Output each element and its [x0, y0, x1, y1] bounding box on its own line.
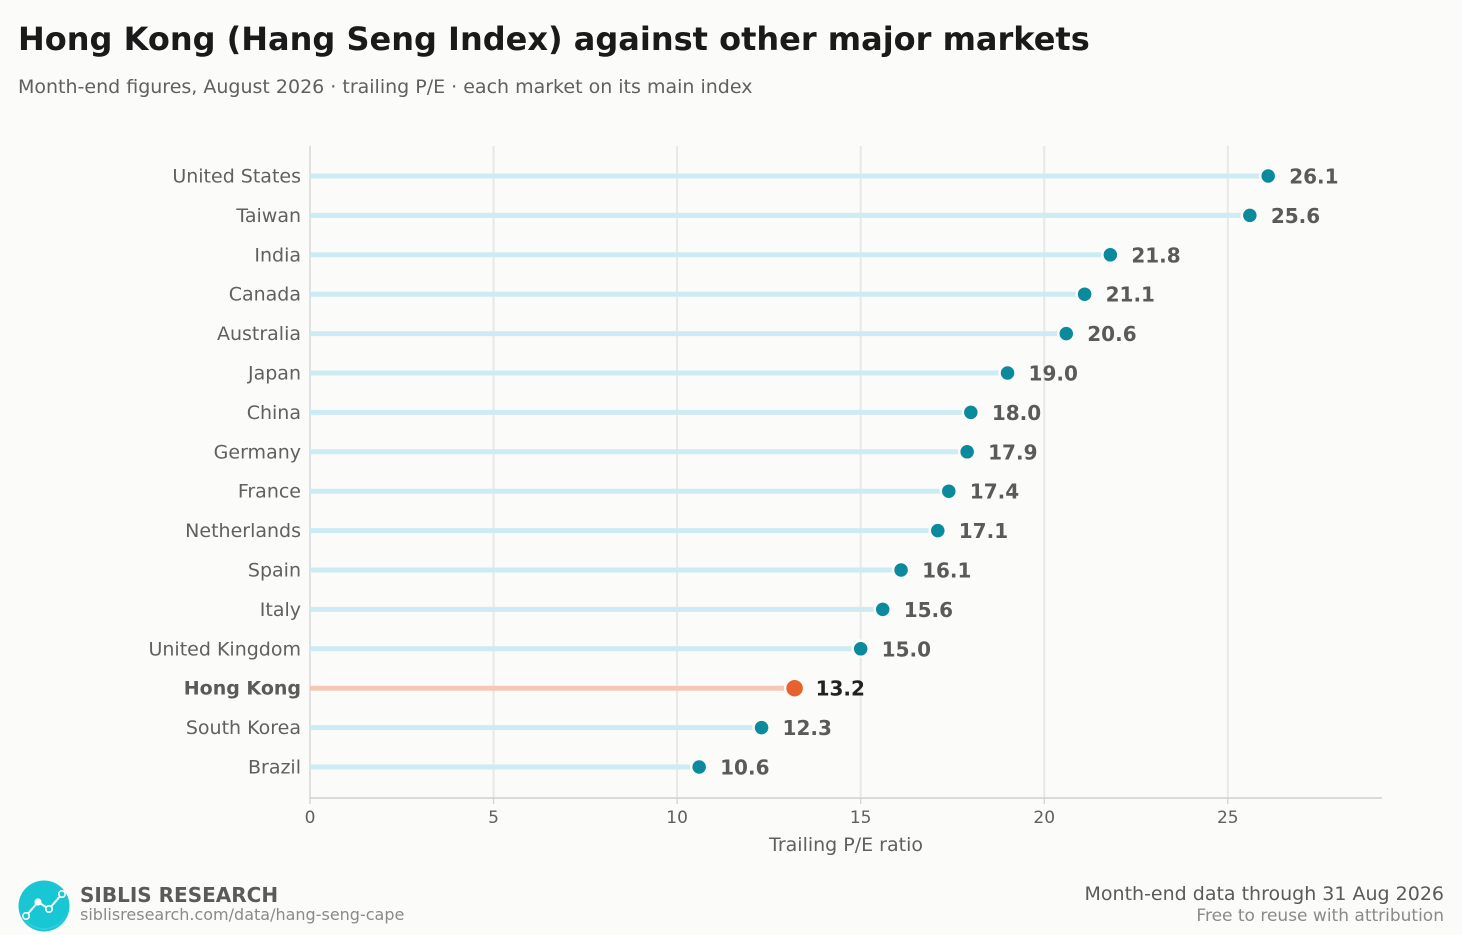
value-label-south-korea: 12.3	[783, 716, 832, 740]
category-label-japan: Japan	[247, 363, 301, 385]
line-chart-logo-icon	[18, 880, 70, 932]
reuse-note: Free to reuse with attribution	[1196, 906, 1444, 926]
x-tick-label-15: 15	[850, 808, 872, 828]
lollipop-chart: 0 5 10 15 20 25 Trailing P/E ratio United State…	[148, 146, 1382, 856]
value-label-united-kingdom: 15.0	[882, 637, 931, 661]
x-tick-label-5: 5	[488, 808, 499, 828]
category-label-taiwan: Taiwan	[235, 205, 301, 227]
dot-brazil	[689, 757, 709, 777]
dot-south-korea	[752, 718, 771, 737]
value-label-germany: 17.9	[988, 440, 1037, 464]
category-label-india: India	[254, 244, 301, 266]
x-tick-label-10: 10	[666, 808, 688, 828]
value-label-brazil: 10.6	[720, 756, 769, 780]
category-label-netherlands: Netherlands	[185, 520, 301, 542]
category-label-united-kingdom: United Kingdom	[148, 638, 301, 660]
dot-taiwan	[1240, 206, 1260, 225]
dot-germany	[957, 442, 977, 462]
dot-australia	[1057, 324, 1076, 343]
category-label-hong-kong: Hong Kong	[184, 678, 301, 700]
dot-united-states	[1258, 166, 1278, 186]
chart-subtitle: Month-end figures, August 2026 · trailin…	[18, 76, 753, 98]
dot-india	[1101, 245, 1120, 265]
dot-france	[939, 481, 959, 501]
x-tick-label-25: 25	[1217, 808, 1239, 828]
brand-url: siblisresearch.com/data/hang-seng-cape	[80, 905, 405, 924]
value-label-united-states: 26.1	[1289, 165, 1338, 189]
dot-spain	[891, 560, 911, 580]
category-label-france: France	[238, 481, 301, 503]
x-tick-label-0: 0	[305, 808, 316, 828]
value-label-australia: 20.6	[1087, 322, 1136, 346]
category-label-spain: Spain	[248, 560, 301, 582]
category-label-brazil: Brazil	[248, 757, 301, 779]
value-label-netherlands: 17.1	[959, 519, 1008, 543]
category-label-united-states: United States	[172, 166, 301, 188]
category-label-china: China	[247, 402, 301, 424]
value-label-spain: 16.1	[922, 559, 971, 583]
dot-united-kingdom	[851, 639, 870, 659]
chart-title: Hong Kong (Hang Seng Index) against othe…	[18, 20, 1090, 58]
category-label-italy: Italy	[260, 599, 301, 621]
dot-netherlands	[928, 521, 948, 540]
value-label-hong-kong: 13.2	[816, 677, 865, 701]
value-label-japan: 19.0	[1029, 362, 1078, 386]
data-through-note: Month-end data through 31 Aug 2026	[1084, 883, 1444, 905]
dot-china	[961, 403, 981, 422]
category-label-germany: Germany	[214, 441, 301, 463]
value-label-india: 21.8	[1131, 243, 1180, 267]
x-axis-label: Trailing P/E ratio	[768, 834, 923, 856]
x-tick-label-20: 20	[1033, 808, 1055, 828]
value-label-italy: 15.6	[904, 598, 953, 622]
brand-name: SIBLIS RESEARCH	[80, 883, 279, 907]
value-label-france: 17.4	[970, 480, 1019, 504]
dot-japan	[998, 363, 1017, 383]
value-label-taiwan: 25.6	[1271, 204, 1320, 228]
value-label-canada: 21.1	[1106, 283, 1155, 307]
category-label-south-korea: South Korea	[186, 717, 301, 739]
category-label-canada: Canada	[229, 284, 301, 306]
category-label-australia: Australia	[217, 323, 301, 345]
dot-hong-kong	[783, 677, 806, 699]
dot-canada	[1075, 284, 1094, 304]
dot-italy	[873, 600, 892, 619]
value-label-china: 18.0	[992, 401, 1041, 425]
footer-notes: Month-end data through 31 Aug 2026 Free …	[1085, 883, 1444, 926]
